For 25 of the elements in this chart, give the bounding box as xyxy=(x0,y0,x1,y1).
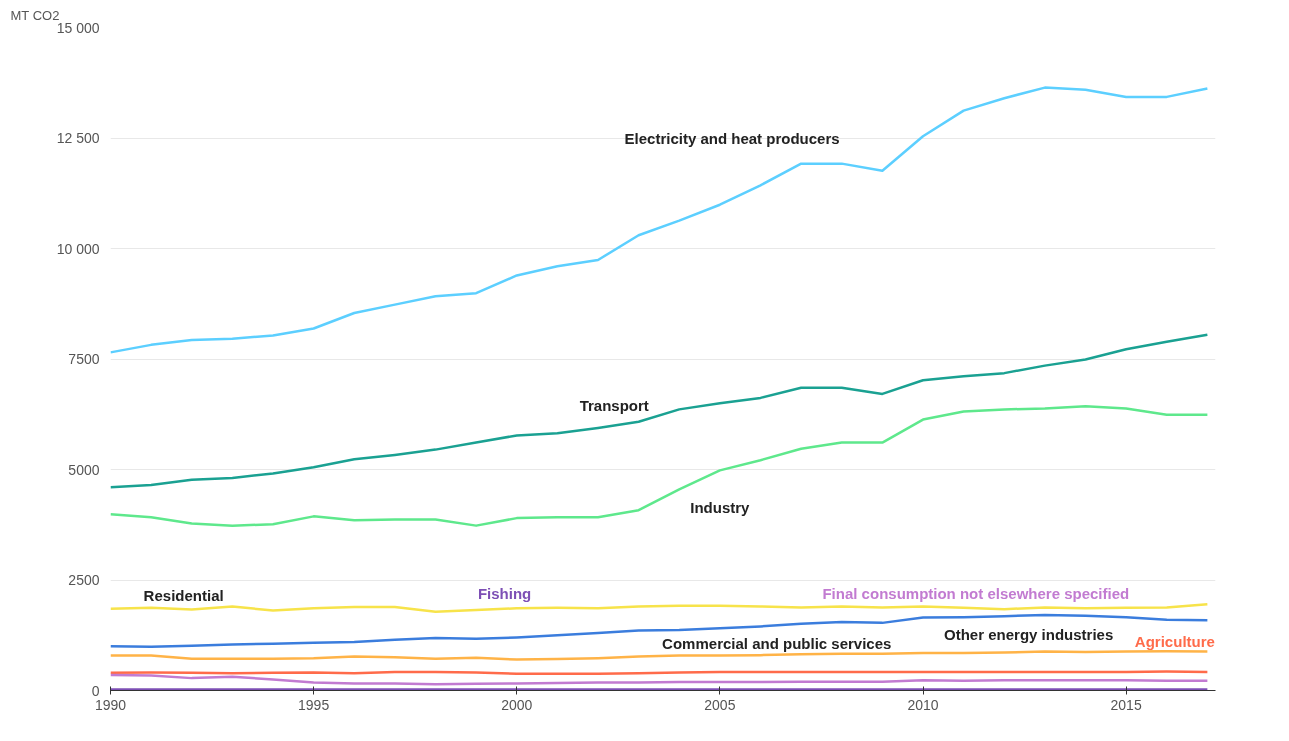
x-tick-label: 2000 xyxy=(501,696,533,713)
line-series xyxy=(110,673,1209,686)
x-tick-label: 1995 xyxy=(298,696,330,713)
text: Fishing xyxy=(477,584,532,602)
y-tick-label: 0 xyxy=(91,682,100,699)
x-tick-label: 2015 xyxy=(1110,696,1142,713)
line-series xyxy=(110,333,1209,489)
y-tick-label: 5000 xyxy=(68,461,100,478)
y-tick-label: 2500 xyxy=(68,572,100,588)
series-label: Electricity and heat producers xyxy=(624,129,840,147)
series-label: Other energy industries xyxy=(944,625,1114,643)
series-label: Commercial and public services xyxy=(662,635,892,653)
series-label: Residential xyxy=(143,587,224,605)
series-label: Agriculture xyxy=(1134,633,1215,651)
x-tick-label: 2005 xyxy=(704,696,736,713)
y-tick-label: 12 500 xyxy=(56,130,100,146)
x-tick-label: 2010 xyxy=(907,696,939,713)
y-tick-label: 7500 xyxy=(68,351,100,367)
line-series xyxy=(110,603,1209,614)
series-label: Industry xyxy=(690,498,751,516)
line-series xyxy=(110,86,1209,354)
series-label: Transport xyxy=(579,396,649,414)
text: Final consumption not elsewhere specified xyxy=(822,584,1130,602)
x-tick-label: 1990 xyxy=(94,696,127,713)
y-tick-label: 10 000 xyxy=(56,240,100,257)
